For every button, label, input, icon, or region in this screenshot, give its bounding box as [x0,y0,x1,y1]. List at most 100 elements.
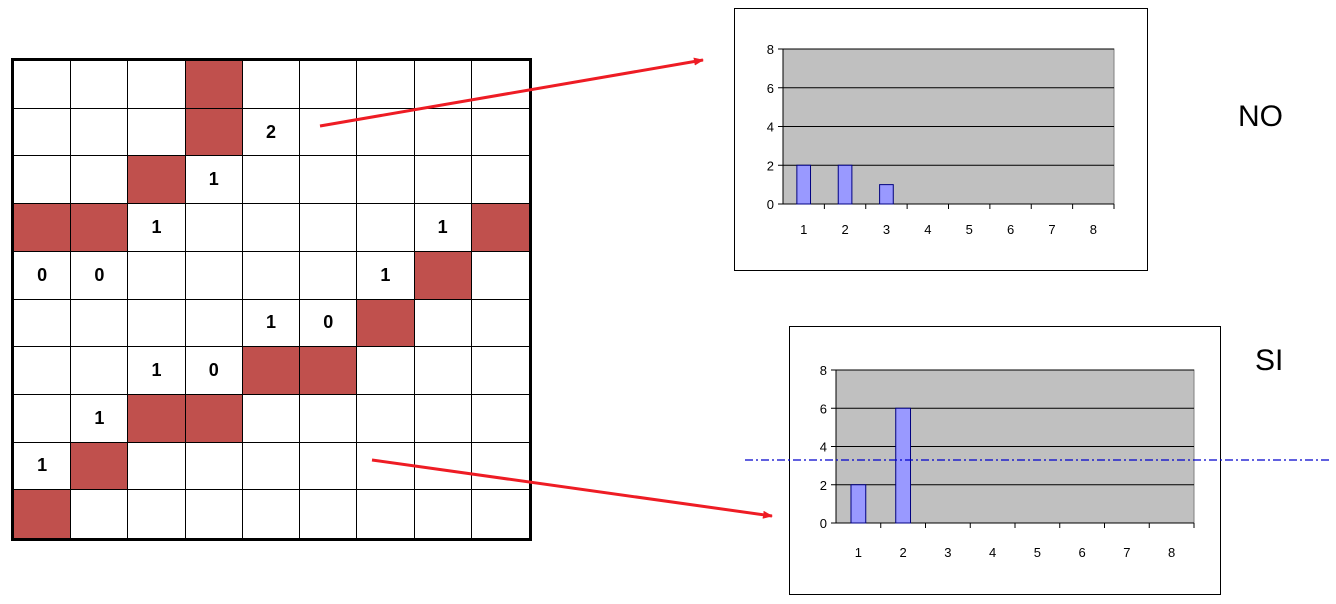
verdict-si-label: SI [1255,344,1284,377]
empty-cell [128,299,186,348]
empty-cell [71,490,129,538]
verdict-no-label: NO [1238,100,1283,133]
x-tick-label: 3 [944,545,951,560]
empty-cell [185,299,243,348]
empty-cell [357,490,415,538]
x-tick-label: 2 [841,222,848,237]
x-tick-label: 2 [900,545,907,560]
filled-cell [185,61,243,109]
bar [879,184,894,205]
empty-cell [414,394,472,443]
filled-cell [471,204,529,252]
empty-cell [357,204,415,252]
empty-cell [185,204,243,252]
empty-cell [300,490,358,538]
empty-cell [300,108,358,157]
y-tick-label: 0 [767,197,774,212]
empty-cell [414,61,472,109]
empty-cell [186,490,243,538]
empty-cell [300,394,358,443]
filled-cell [414,251,472,300]
empty-cell [300,251,358,300]
number-cell: 0 [185,347,243,395]
empty-cell [471,61,529,109]
empty-cell [414,442,472,491]
y-tick-label: 6 [820,401,827,416]
number-cell: 1 [357,251,415,300]
empty-cell [357,61,415,109]
empty-cell [71,156,129,205]
x-tick-label: 4 [924,222,931,237]
number-cell: 0 [14,251,72,300]
x-tick-label: 7 [1048,222,1055,237]
empty-cell [185,251,243,300]
empty-cell [14,61,72,109]
empty-cell [243,490,301,538]
empty-cell [357,156,415,205]
x-tick-label: 7 [1123,545,1130,560]
empty-cell [357,347,415,395]
empty-cell [471,252,529,300]
empty-cell [14,156,72,205]
filled-cell [128,156,186,205]
empty-cell [357,442,415,491]
number-cell: 0 [300,299,358,348]
filled-cell [14,204,72,252]
x-tick-label: 1 [855,545,862,560]
empty-cell [242,394,301,443]
empty-cell [471,347,529,395]
empty-cell [185,442,243,491]
y-tick-label: 2 [767,158,774,173]
empty-cell [300,61,358,109]
empty-cell [471,300,529,348]
y-tick-label: 2 [820,478,827,493]
x-tick-label: 3 [883,222,890,237]
empty-cell [14,394,72,443]
empty-cell [242,251,301,300]
empty-cell [414,347,472,395]
number-cell: 1 [14,442,72,491]
chart-box-no: 0 2 4 6 8 1 2 3 4 5 6 7 8 [734,8,1148,271]
empty-cell [471,156,529,205]
empty-cell [415,490,472,538]
empty-cell [14,299,72,348]
empty-cell [71,299,129,348]
filled-cell [357,299,415,348]
bar [837,164,853,205]
empty-cell [14,108,72,157]
empty-cell [471,109,529,157]
empty-cell [471,395,529,443]
empty-cell [242,156,301,205]
bar [796,164,812,205]
number-cell: 1 [128,347,186,395]
x-tick-label: 6 [1007,222,1014,237]
empty-cell [128,108,186,157]
empty-cell [71,108,129,157]
filled-cell [185,394,243,443]
bar [850,484,867,524]
number-cell: 1 [185,156,243,205]
bar-chart-si: 0 2 4 6 8 1 2 3 4 5 6 7 8 [820,363,1195,560]
filled-cell [128,394,186,443]
y-tick-label: 8 [767,42,774,57]
empty-cell [300,442,358,491]
filled-cell [71,204,129,252]
empty-cell [128,490,186,538]
empty-cell [414,156,472,205]
empty-cell [242,61,301,109]
x-tick-label: 8 [1090,222,1097,237]
empty-cell [300,204,358,252]
y-tick-label: 6 [767,81,774,96]
empty-cell [357,108,415,157]
empty-cell [242,204,301,252]
empty-cell [242,442,301,491]
filled-cell [14,490,72,538]
empty-cell [414,108,472,157]
empty-cell [128,442,186,491]
y-tick-label: 4 [820,440,827,455]
y-tick-label: 0 [820,516,827,531]
x-tick-label: 4 [989,545,996,560]
empty-cell [128,61,186,109]
number-cell: 1 [71,394,129,443]
number-cell: 1 [128,204,186,252]
